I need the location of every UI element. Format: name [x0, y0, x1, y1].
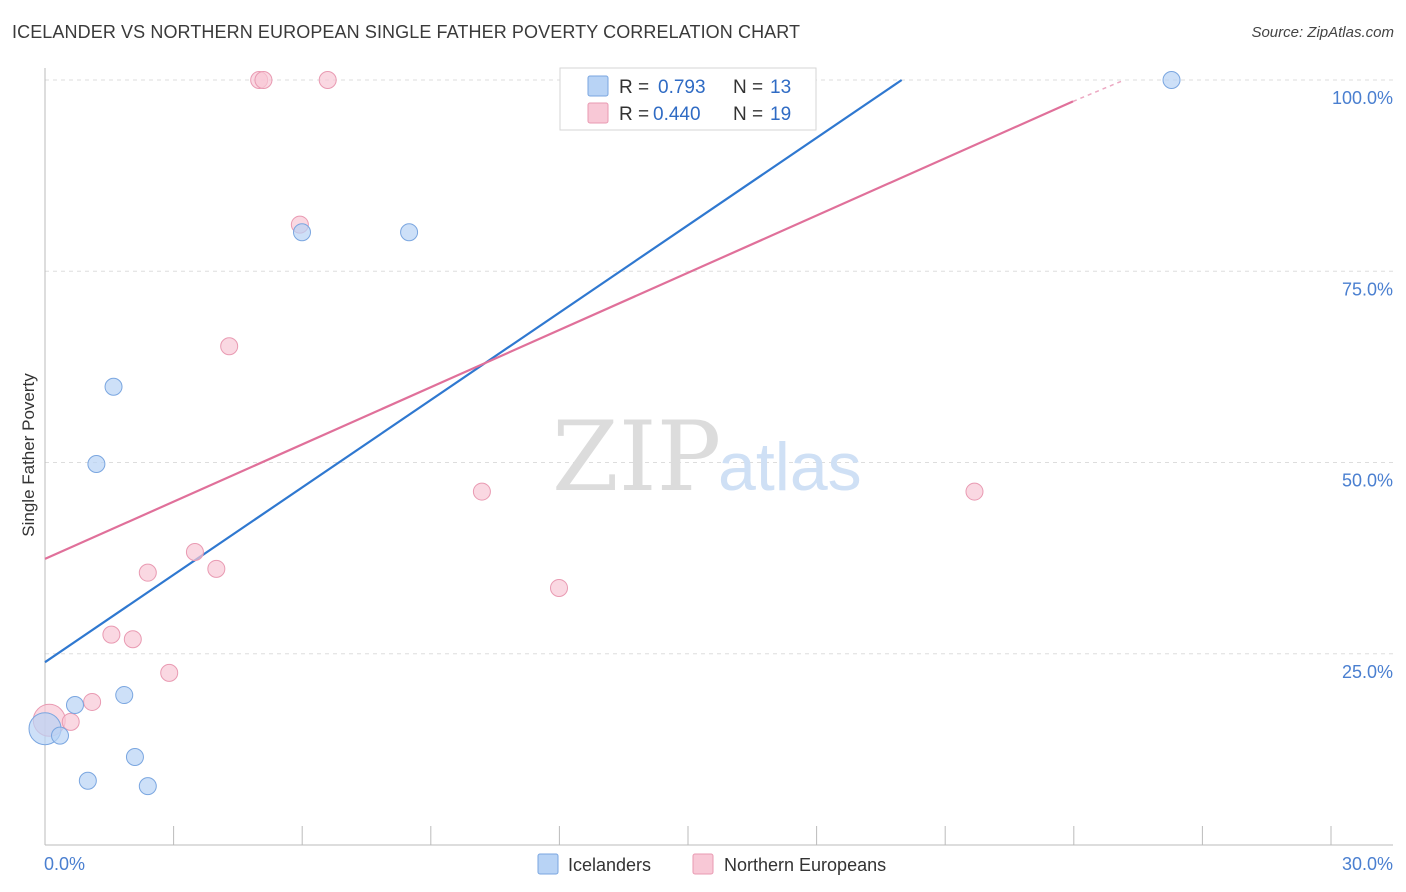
point-northern-europeans	[123, 630, 142, 649]
watermark-zip: ZIP	[552, 401, 721, 513]
legend-n-value-northern-europeans: 19	[770, 104, 791, 125]
point-icelanders	[125, 748, 144, 767]
y-tick-label: 50.0%	[1342, 471, 1393, 491]
point-icelanders	[78, 771, 97, 790]
legend-n-value-icelanders: 13	[770, 77, 791, 98]
series-swatch-northern-europeans	[692, 853, 714, 875]
trendline-northern-europeans-extension	[1072, 79, 1125, 103]
y-axis-title: Single Father Poverty	[19, 373, 38, 537]
legend-swatch-icelanders	[587, 75, 609, 97]
trendline-northern-europeans	[44, 100, 1074, 560]
point-northern-europeans	[83, 692, 102, 711]
point-icelanders	[138, 777, 157, 796]
legend-r-value-icelanders: 0.793	[658, 77, 706, 98]
y-tick-label: 75.0%	[1342, 279, 1393, 299]
watermark: ZIP atlas	[552, 401, 862, 513]
correlation-legend: R = 0.793 N = 13 R = 0.440 N = 19	[559, 67, 817, 131]
point-northern-europeans	[138, 563, 157, 582]
legend-n-label-2: N =	[733, 104, 763, 125]
point-icelanders	[65, 696, 84, 715]
y-tick-label: 100.0%	[1332, 88, 1393, 108]
x-tick-label-max: 30.0%	[1342, 854, 1393, 874]
point-northern-europeans	[550, 578, 568, 597]
legend-swatch-northern-europeans	[587, 102, 609, 124]
point-icelanders	[293, 223, 311, 242]
point-icelanders	[115, 686, 134, 705]
x-tick-label-min: 0.0%	[44, 854, 85, 874]
trendline-icelanders	[44, 79, 903, 664]
point-northern-europeans	[318, 71, 337, 89]
legend-n-label-1: N =	[733, 77, 763, 98]
point-northern-europeans	[185, 543, 204, 562]
y-tick-label: 25.0%	[1342, 662, 1393, 682]
watermark-atlas: atlas	[718, 429, 862, 505]
series-legend: Icelanders Northern Europeans	[537, 853, 886, 875]
y-tick-labels: 25.0% 50.0% 75.0% 100.0%	[1332, 88, 1393, 682]
point-northern-europeans	[965, 482, 984, 501]
chart-title: ICELANDER VS NORTHERN EUROPEAN SINGLE FA…	[12, 22, 801, 42]
axis-layer	[44, 68, 1393, 846]
point-northern-europeans	[220, 337, 239, 356]
point-northern-europeans	[472, 482, 491, 501]
point-northern-europeans	[254, 71, 273, 89]
source-label: Source: ZipAtlas.com	[1251, 24, 1394, 41]
point-icelanders	[50, 726, 69, 745]
legend-r-label-1: R =	[619, 77, 649, 98]
point-icelanders	[400, 223, 419, 242]
point-northern-europeans	[207, 559, 226, 578]
legend-r-value-northern-europeans: 0.440	[653, 104, 701, 125]
point-icelanders	[87, 455, 106, 474]
series-swatch-icelanders	[537, 853, 559, 875]
legend-r-label-2: R =	[619, 104, 649, 125]
trend-layer	[44, 79, 1125, 664]
series-label-icelanders: Icelanders	[568, 855, 651, 875]
point-northern-europeans	[61, 712, 80, 731]
series-label-northern-europeans: Northern Europeans	[724, 855, 886, 875]
grid-layer	[45, 79, 1393, 655]
point-icelanders	[1162, 71, 1181, 89]
point-northern-europeans	[102, 625, 121, 644]
point-icelanders	[104, 377, 123, 396]
point-northern-europeans	[160, 663, 179, 682]
